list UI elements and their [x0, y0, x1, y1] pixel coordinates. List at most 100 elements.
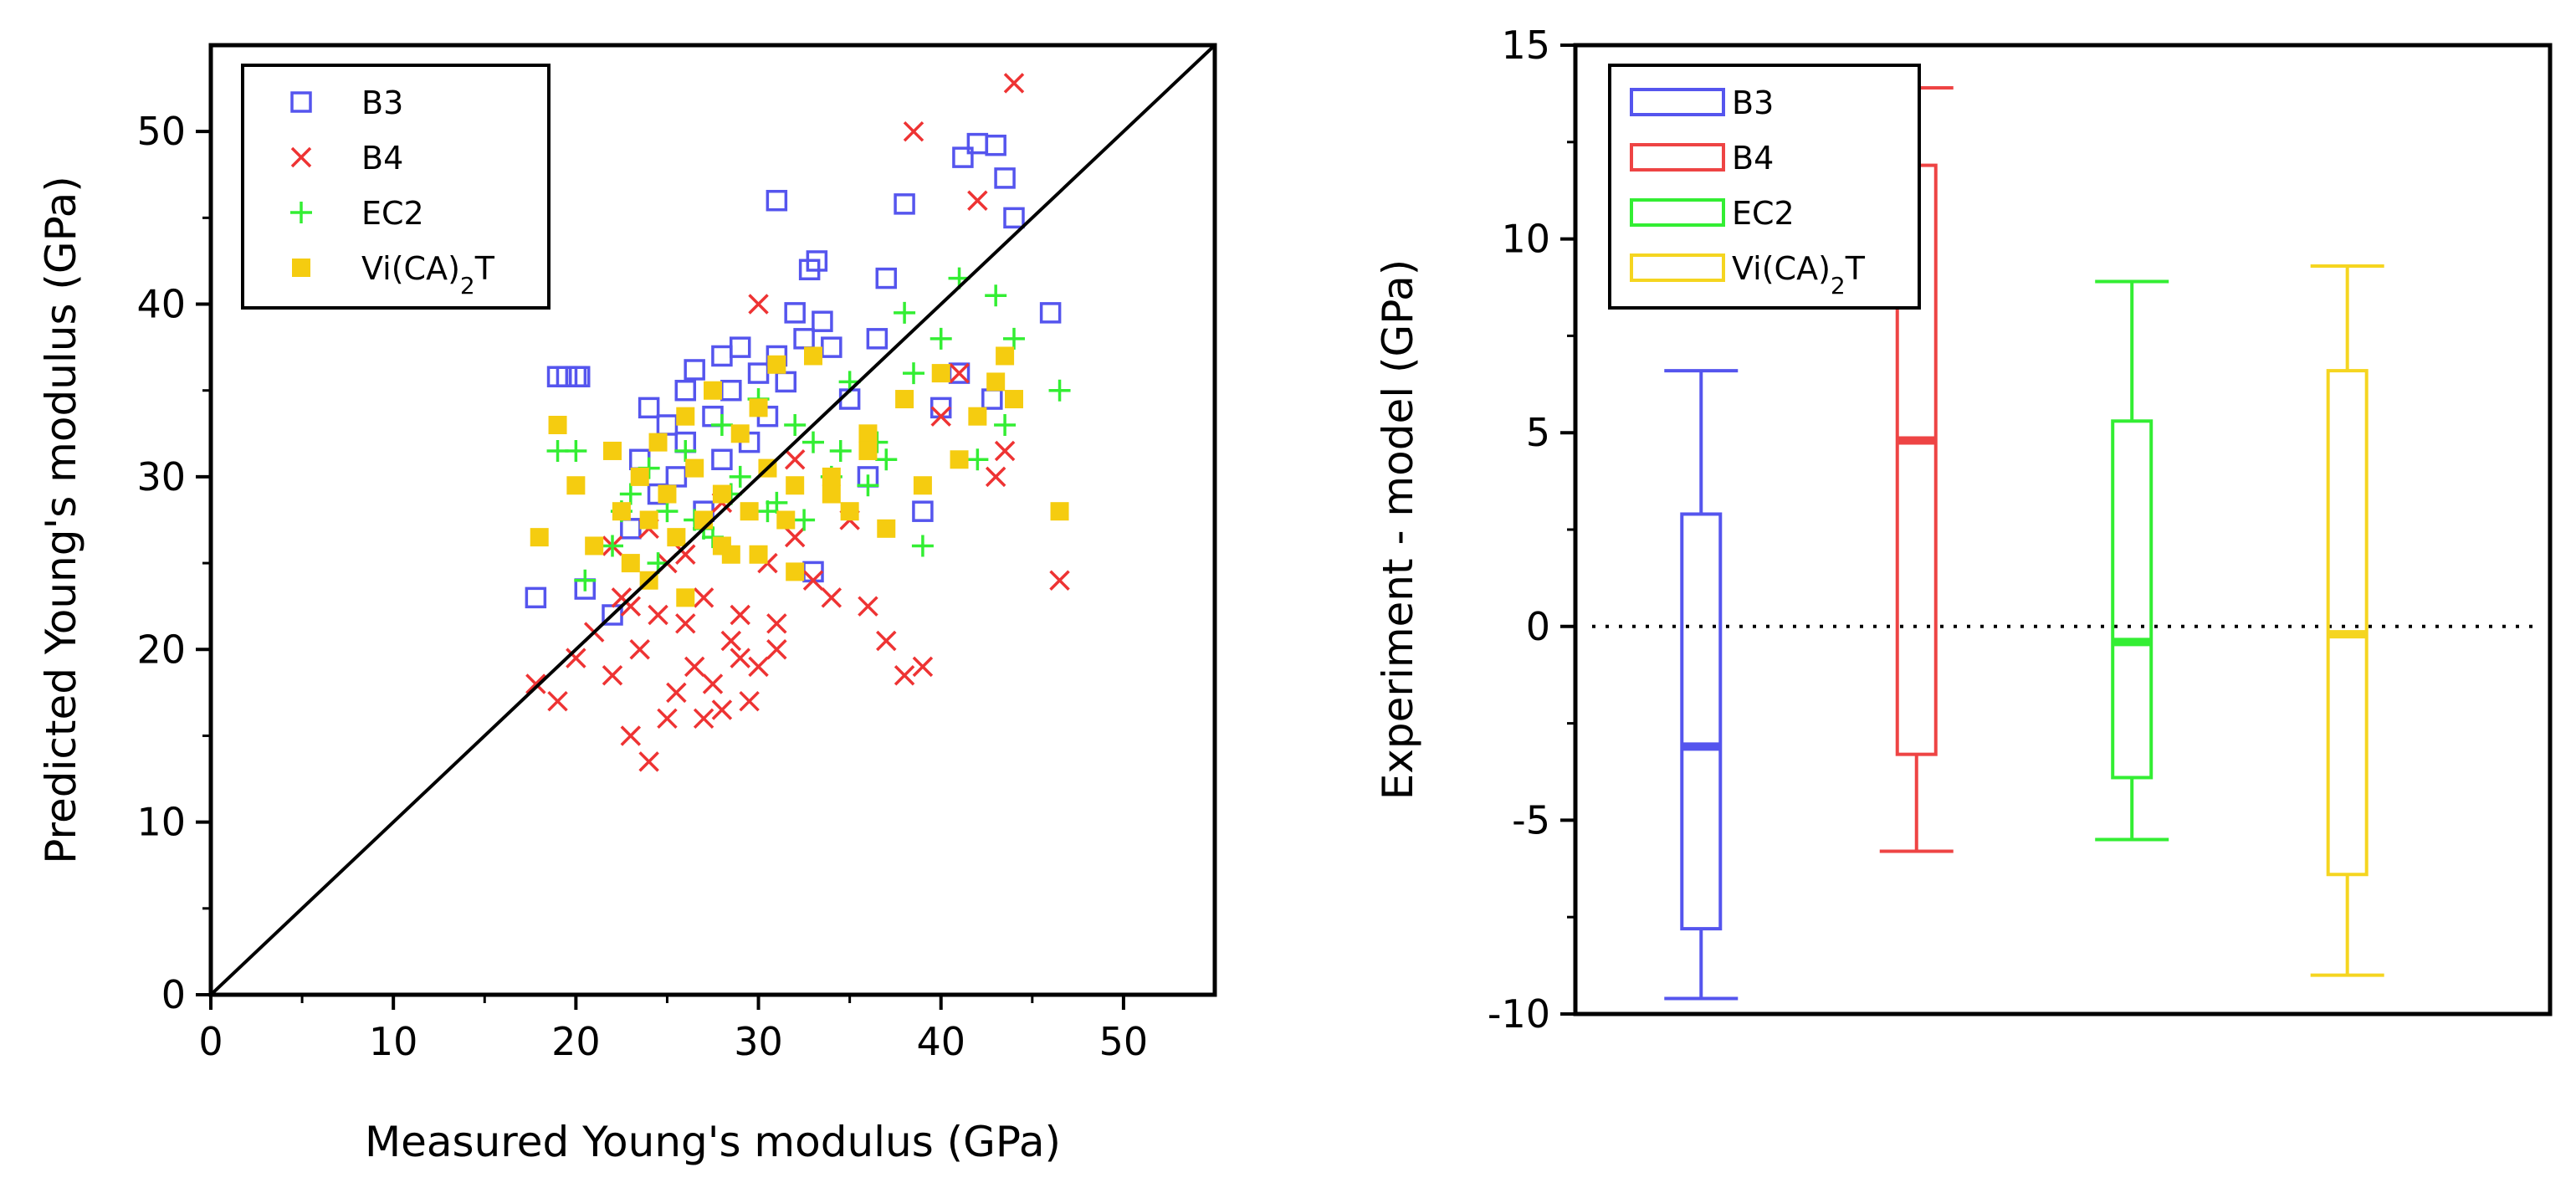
y-tick-label: 10 — [1501, 217, 1550, 262]
point-ec2 — [1048, 379, 1071, 402]
point-b3 — [665, 466, 688, 488]
point-b4 — [994, 440, 1016, 462]
point-b3 — [985, 134, 1006, 156]
point-b4 — [894, 664, 915, 686]
legend-box — [1608, 64, 1921, 310]
point-ec2 — [784, 414, 807, 436]
point-b3 — [720, 379, 742, 402]
point-b4 — [730, 648, 750, 668]
point-b3 — [628, 448, 651, 471]
point-ec2 — [546, 439, 569, 462]
legend-label-b3: B3 — [1732, 84, 1774, 121]
point-vi-ca-2t — [822, 484, 841, 504]
point-b4 — [930, 406, 951, 427]
x-tick-label: 10 — [369, 1019, 418, 1064]
point-b4 — [693, 708, 714, 730]
point-b4 — [766, 613, 787, 634]
legend-marker-b4 — [290, 146, 312, 168]
series-b4-points — [525, 73, 1070, 772]
point-b4 — [620, 725, 642, 746]
x-tick-label: 20 — [551, 1019, 601, 1064]
scatter-y-axis-title: Predicted Young's modulus (GPa) — [37, 176, 85, 863]
point-b3 — [1039, 302, 1062, 324]
point-b4 — [748, 656, 769, 678]
y-tick-label: 30 — [136, 454, 186, 499]
x-tick-label: 30 — [734, 1019, 783, 1064]
point-b3 — [894, 193, 915, 215]
scatter-x-axis: 0 10 20 30 40 50 — [198, 995, 1148, 1064]
point-b3 — [775, 371, 797, 393]
point-vi-ca-2t — [858, 424, 878, 443]
legend-marker-ec2 — [290, 202, 312, 223]
legend-label-ec2: EC2 — [361, 195, 424, 232]
point-b4 — [566, 648, 586, 668]
point-vi-ca-2t — [986, 372, 1006, 392]
point-vi-ca-2t — [566, 476, 586, 495]
point-b3 — [802, 561, 824, 583]
point-b3 — [1003, 207, 1025, 229]
point-b4 — [748, 294, 769, 315]
point-b3 — [702, 405, 724, 428]
y-tick-label: 50 — [136, 109, 186, 154]
point-b4 — [547, 690, 568, 712]
point-vi-ca-2t — [786, 476, 805, 495]
point-b4 — [876, 630, 897, 652]
point-b4 — [684, 656, 705, 678]
point-b4 — [739, 690, 760, 712]
point-b4 — [666, 682, 687, 704]
point-b3 — [994, 167, 1016, 189]
point-vi-ca-2t — [658, 484, 677, 504]
point-vi-ca-2t — [1050, 502, 1069, 521]
y-tick-label: 0 — [161, 972, 186, 1017]
box-vi-ca-2t — [2310, 264, 2384, 977]
point-b3 — [866, 328, 889, 350]
box-y-axis: -10 -5 0 5 10 15 — [1488, 23, 1575, 1037]
y-tick-label: 20 — [136, 627, 186, 672]
point-b3 — [729, 336, 751, 358]
point-ec2 — [674, 439, 697, 462]
point-b3 — [565, 366, 587, 387]
point-ec2 — [911, 535, 934, 557]
point-ec2 — [656, 500, 679, 523]
point-vi-ca-2t — [612, 502, 631, 521]
y-tick-label: -10 — [1488, 991, 1550, 1037]
legend-label-b4: B4 — [1732, 140, 1774, 177]
point-b4 — [525, 673, 546, 694]
point-b4 — [702, 673, 724, 694]
point-b4 — [967, 190, 988, 211]
x-tick-label: 50 — [1099, 1019, 1149, 1064]
point-vi-ca-2t — [630, 467, 649, 486]
point-b4 — [1003, 73, 1025, 94]
y-tick-label: 10 — [136, 800, 186, 845]
point-vi-ca-2t — [1005, 390, 1023, 409]
point-b3 — [638, 397, 660, 419]
point-vi-ca-2t — [749, 398, 768, 417]
point-b4 — [1049, 570, 1070, 591]
legend-swatch-b3 — [1630, 88, 1725, 116]
point-b4 — [766, 639, 787, 660]
point-b3 — [952, 146, 974, 168]
point-vi-ca-2t — [950, 450, 969, 469]
scatter-plot-frame — [208, 43, 1217, 997]
point-ec2 — [875, 448, 898, 471]
point-b3 — [747, 362, 770, 384]
point-b4 — [629, 639, 650, 660]
point-vi-ca-2t — [676, 407, 695, 426]
point-vi-ca-2t — [667, 528, 686, 547]
legend-marker-b3 — [290, 91, 312, 113]
point-b4 — [784, 526, 806, 548]
scatter-y-axis: 0 10 20 30 40 50 — [136, 109, 211, 1017]
point-b4 — [858, 596, 878, 617]
point-b4 — [730, 604, 750, 626]
point-b3 — [981, 388, 1003, 410]
point-b3 — [620, 518, 642, 540]
point-b3 — [812, 310, 833, 332]
interquartile-box — [1680, 512, 1723, 931]
point-ec2 — [930, 327, 952, 350]
point-b3 — [656, 414, 679, 436]
point-b3 — [930, 397, 952, 419]
box-panel: -10 -5 0 5 10 15 Experiment - model (GPa) B3 B… — [1374, 23, 2553, 1037]
point-vi-ca-2t — [621, 554, 640, 573]
identity-line — [209, 44, 1216, 996]
point-b3 — [821, 336, 842, 358]
